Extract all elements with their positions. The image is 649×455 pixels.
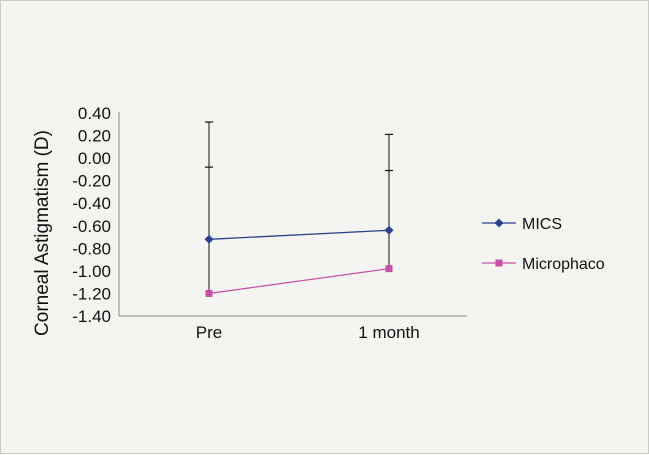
y-tick-label: -0.80	[72, 239, 111, 258]
error-bars	[205, 121, 393, 294]
legend-label: Microphaco	[522, 256, 605, 273]
y-tick-label: -1.20	[72, 284, 111, 303]
data-point-diamond	[204, 234, 214, 244]
legend: MICS Microphaco	[482, 216, 605, 273]
x-tick-label: Pre	[196, 323, 222, 342]
data-point-square	[385, 265, 393, 273]
y-tick-labels: 0.40 0.20 0.00 -0.20 -0.40 -0.60 -0.80 -1.00 -1.…	[72, 104, 111, 326]
y-tick-label: 0.00	[78, 149, 111, 168]
y-tick-label: 0.40	[78, 104, 111, 123]
y-axis-label: Corneal Astigmatism (D)	[32, 130, 53, 336]
y-tick-label: 0.20	[78, 127, 111, 146]
y-tick-label: -0.40	[72, 194, 111, 213]
series-line	[208, 229, 390, 240]
x-tick-labels: Pre 1 month	[196, 323, 420, 342]
legend-marker-diamond	[494, 218, 504, 228]
series-group	[204, 225, 394, 297]
legend-marker-square	[495, 259, 503, 267]
data-point-square	[205, 289, 213, 297]
y-tick-label: -1.00	[72, 262, 111, 281]
x-tick-label: 1 month	[358, 323, 419, 342]
y-tick-label: -0.60	[72, 217, 111, 236]
legend-label: MICS	[522, 216, 562, 233]
y-tick-label: -0.20	[72, 172, 111, 191]
y-tick-label: -1.40	[72, 307, 111, 326]
axes	[118, 112, 467, 317]
data-point-diamond	[384, 225, 394, 235]
series-line	[208, 267, 390, 295]
